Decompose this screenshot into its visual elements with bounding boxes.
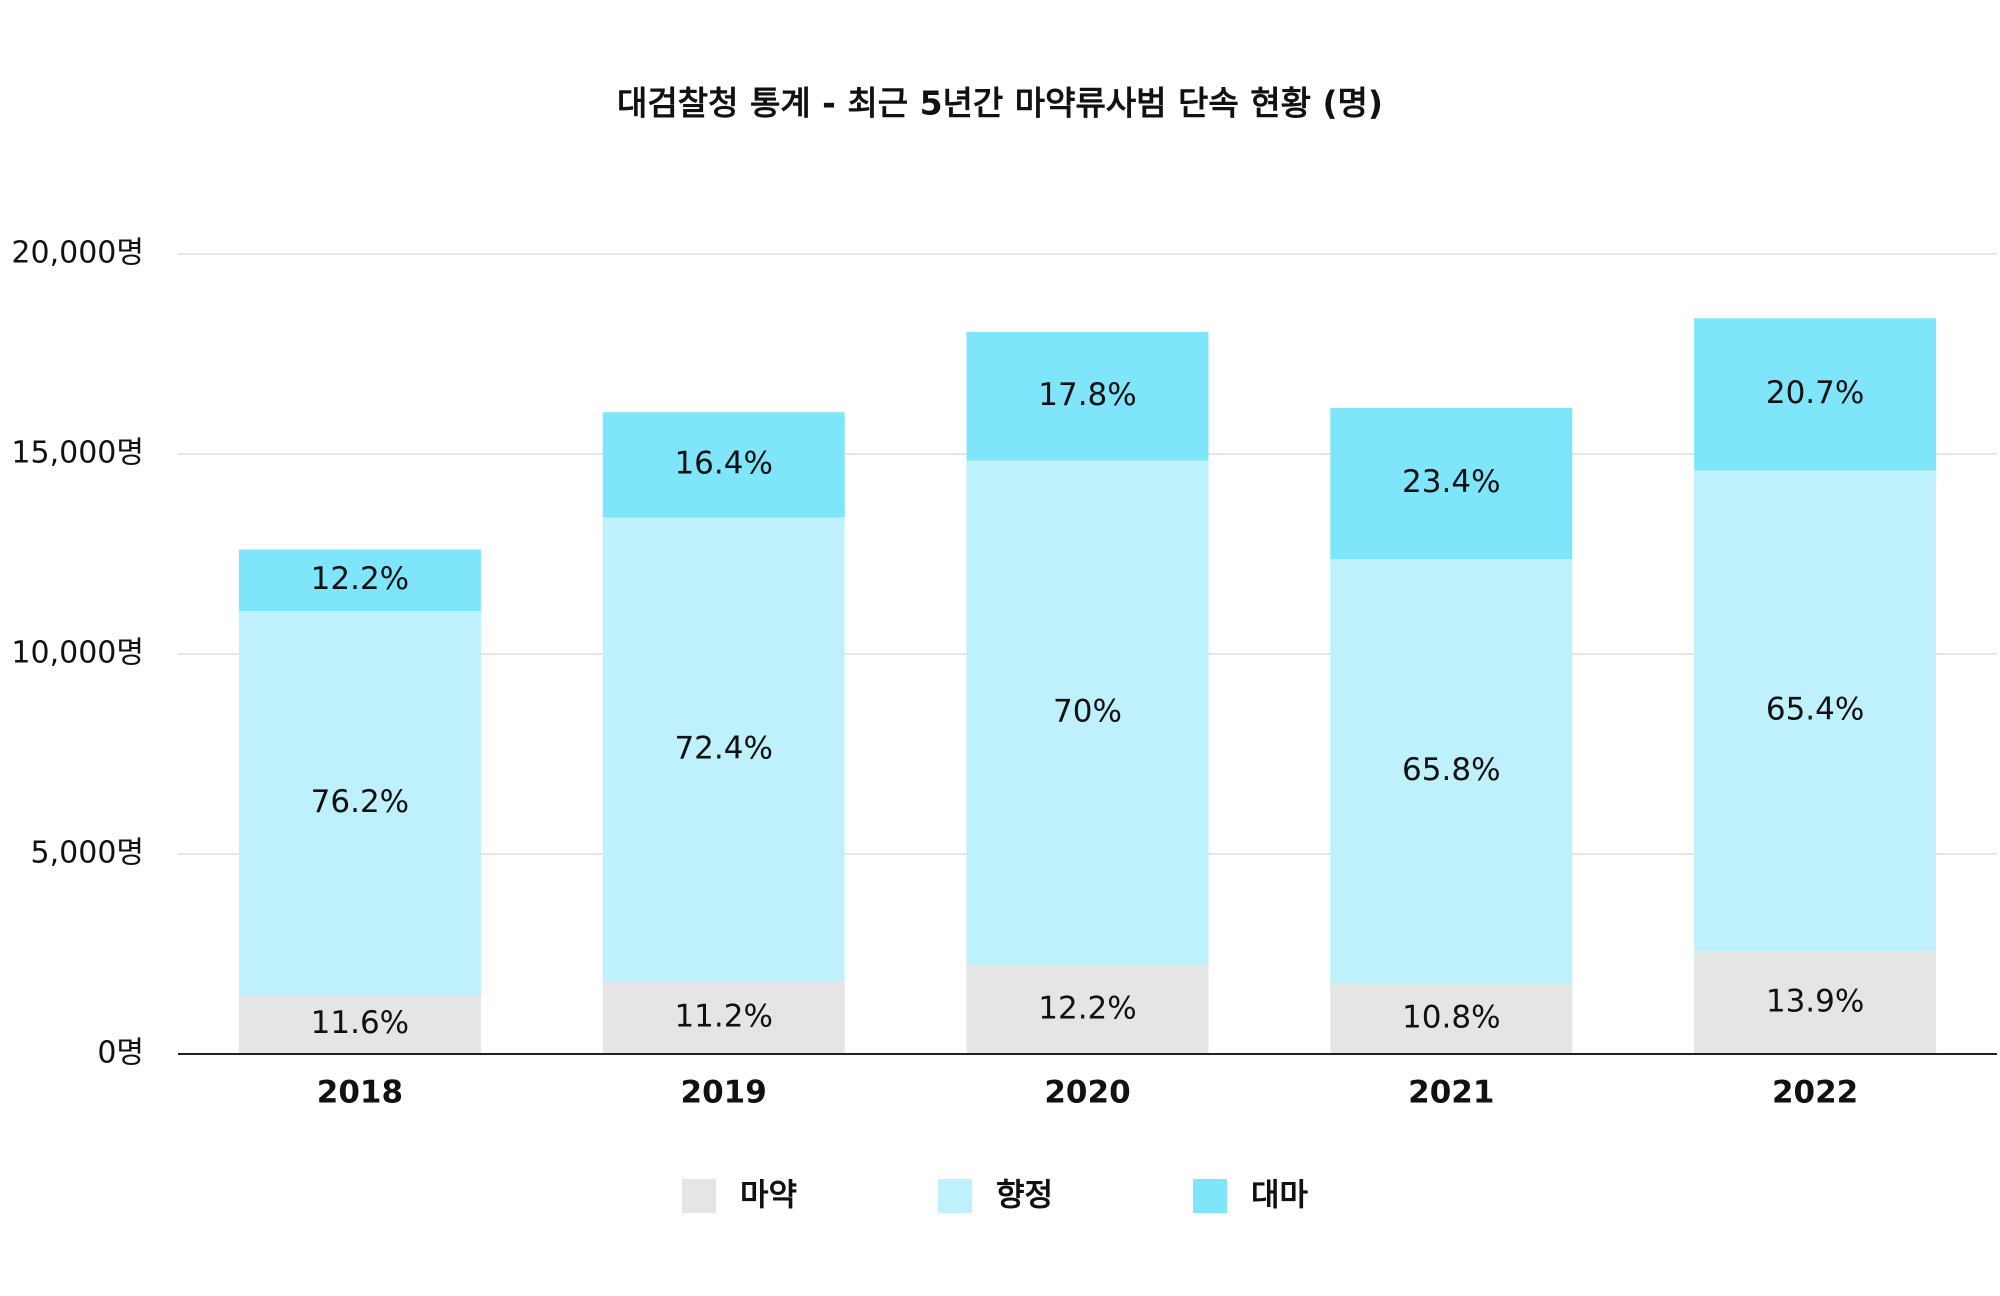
legend-swatch bbox=[682, 1179, 716, 1213]
value-label: 65.4% bbox=[1766, 692, 1864, 728]
legend-label: 마약 bbox=[740, 1178, 797, 1214]
value-label: 23.4% bbox=[1402, 464, 1500, 500]
bar-segment bbox=[1694, 951, 1937, 1054]
bar-segment bbox=[966, 965, 1209, 1054]
x-tick-label: 2021 bbox=[1408, 1075, 1494, 1111]
bar-segment bbox=[1330, 984, 1573, 1054]
value-label: 72.4% bbox=[674, 730, 772, 766]
y-tick-label: 15,000명 bbox=[11, 436, 144, 471]
value-label: 13.9% bbox=[1766, 983, 1864, 1019]
bar-segment bbox=[1330, 559, 1573, 985]
value-label: 76.2% bbox=[311, 784, 409, 820]
y-tick-label: 0명 bbox=[97, 1036, 144, 1071]
x-tick-label: 2020 bbox=[1044, 1075, 1130, 1111]
bar-segment bbox=[1330, 407, 1573, 560]
value-label: 65.8% bbox=[1402, 752, 1500, 788]
value-label: 17.8% bbox=[1038, 377, 1136, 413]
value-label: 12.2% bbox=[1038, 990, 1136, 1026]
value-label: 11.6% bbox=[311, 1005, 409, 1041]
bar-segment bbox=[602, 412, 845, 518]
x-tick-label: 2018 bbox=[317, 1075, 403, 1111]
legend-swatch bbox=[1193, 1179, 1227, 1213]
value-label: 20.7% bbox=[1766, 375, 1864, 411]
chart-title: 대검찰청 통계 - 최근 5년간 마약류사범 단속 현황 (명) bbox=[617, 84, 1383, 123]
y-tick-label: 10,000명 bbox=[11, 636, 144, 671]
bar-segment bbox=[238, 549, 481, 612]
x-tick-label: 2022 bbox=[1772, 1075, 1858, 1111]
legend-swatch bbox=[938, 1179, 972, 1213]
bar-segment bbox=[966, 460, 1209, 966]
bar-segment bbox=[602, 517, 845, 983]
x-tick-label: 2019 bbox=[681, 1075, 767, 1111]
value-label: 70% bbox=[1053, 694, 1122, 730]
y-tick-label: 5,000명 bbox=[31, 836, 144, 871]
bar-segment bbox=[238, 995, 481, 1054]
value-label: 11.2% bbox=[674, 999, 772, 1035]
value-label: 12.2% bbox=[311, 561, 409, 597]
bar-segment bbox=[1694, 318, 1937, 471]
legend-label: 대마 bbox=[1251, 1178, 1309, 1214]
bar-segment bbox=[966, 332, 1209, 461]
value-label: 16.4% bbox=[674, 445, 772, 481]
bar-segment bbox=[1694, 470, 1937, 952]
y-tick-label: 20,000명 bbox=[11, 236, 144, 271]
value-label: 10.8% bbox=[1402, 1000, 1500, 1036]
bar-segment bbox=[238, 611, 481, 996]
bar-segment bbox=[602, 982, 845, 1054]
legend-label: 향정 bbox=[996, 1178, 1053, 1214]
